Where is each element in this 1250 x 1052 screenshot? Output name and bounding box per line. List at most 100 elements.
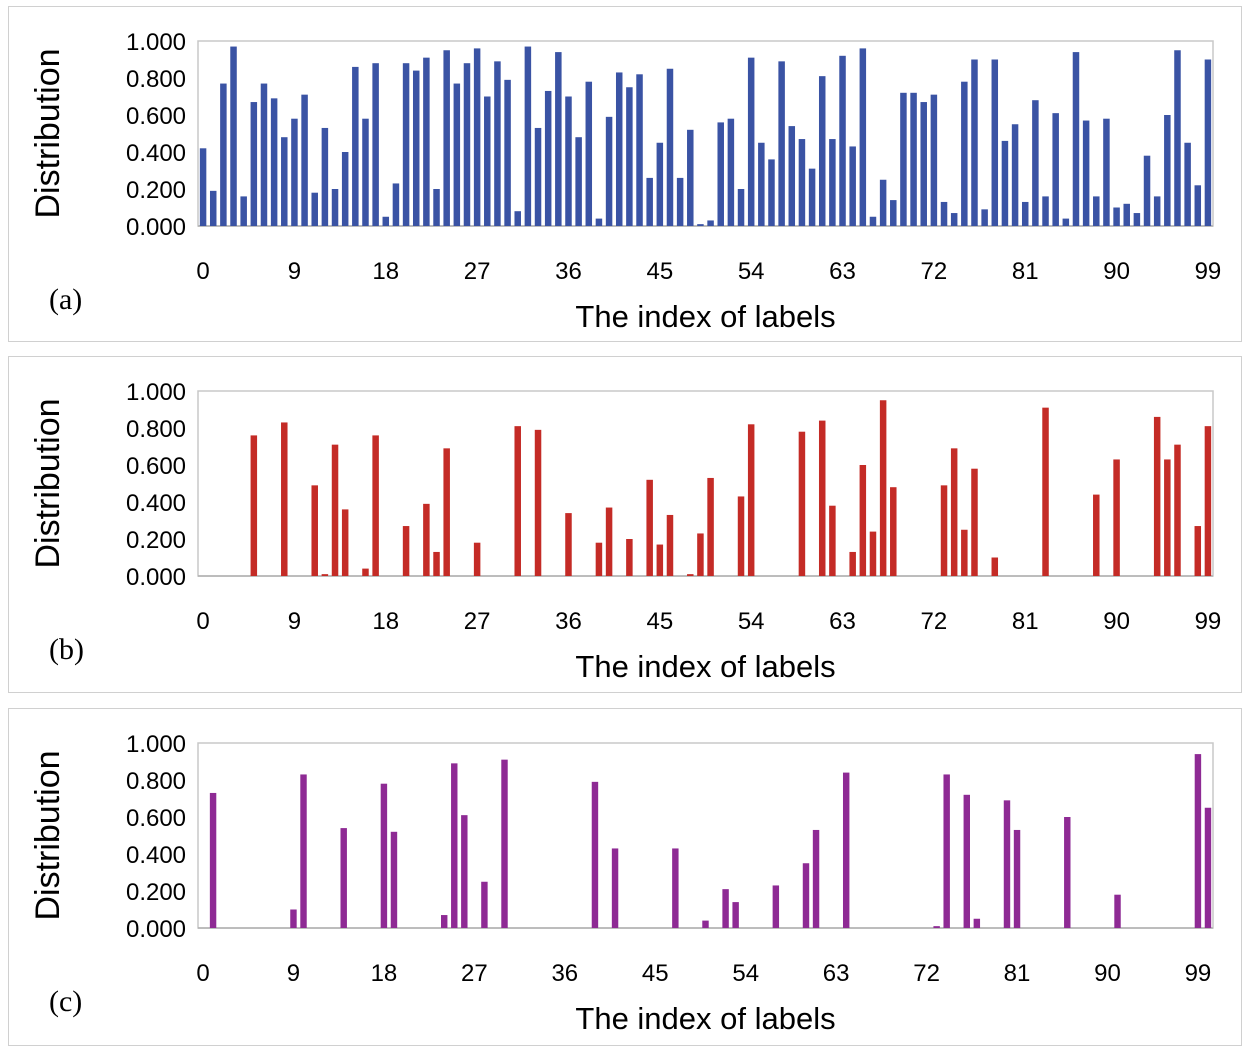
bar-91 [1114, 894, 1121, 928]
x-tick-label: 9 [288, 608, 301, 635]
bar-29 [494, 61, 501, 226]
bar-58 [788, 126, 796, 226]
x-tick-label: 54 [738, 258, 765, 285]
bar-24 [443, 50, 450, 226]
bar-57 [772, 885, 780, 928]
bar-41 [615, 72, 623, 226]
x-tick-label: 81 [1004, 960, 1031, 987]
x-tick-label: 0 [196, 608, 209, 635]
bar-49 [697, 224, 704, 226]
bar-66 [869, 216, 877, 226]
y-tick-label: 1.000 [126, 29, 186, 56]
bar-20 [402, 63, 410, 227]
bar-62 [829, 139, 836, 226]
bar-71 [920, 102, 927, 226]
bar-5 [250, 102, 258, 226]
x-axis-label: The index of labels [575, 1001, 835, 1036]
bar-59 [798, 139, 806, 226]
bar-96 [1174, 50, 1181, 226]
bar-28 [484, 96, 491, 226]
bar-21 [412, 70, 420, 226]
panel-label: (b) [49, 633, 84, 666]
bar-69 [900, 92, 907, 226]
bar-75 [961, 529, 968, 576]
y-tick-label: 0.000 [126, 916, 186, 943]
bar-chart-a: 0.000 0.200 0.400 0.600 0.800 1.000 0 9 18 27 36 45… [29, 29, 1221, 334]
bar-82 [1032, 100, 1039, 226]
bars [250, 400, 1212, 576]
bar-23 [433, 189, 440, 226]
bar-54 [747, 57, 755, 227]
bar-22 [423, 57, 430, 227]
bar-85 [1062, 218, 1070, 226]
x-tick-label: 45 [646, 258, 673, 285]
bar-90 [1113, 459, 1120, 576]
bar-27 [473, 542, 481, 576]
x-tick-label: 81 [1012, 608, 1039, 635]
y-tick-label: 0.800 [126, 416, 186, 443]
x-tick-label: 36 [555, 258, 582, 285]
y-tick-label: 0.600 [126, 103, 186, 130]
bar-15 [352, 66, 359, 227]
bar-18 [380, 783, 388, 928]
y-tick-label: 0.800 [126, 768, 186, 795]
bar-40 [605, 507, 613, 576]
bar-17 [372, 435, 379, 576]
bar-19 [390, 831, 398, 928]
bar-64 [842, 772, 850, 928]
bar-2 [220, 83, 227, 226]
panel-label: (c) [49, 985, 82, 1018]
y-tick-label: 0.600 [126, 805, 186, 832]
bar-97 [1184, 142, 1191, 226]
plot-frame [197, 40, 1214, 227]
bar-35 [555, 52, 562, 226]
bar-12 [321, 127, 329, 226]
bar-99 [1204, 426, 1212, 576]
bar-24 [443, 448, 450, 576]
bar-63 [839, 55, 846, 226]
bar-31 [514, 211, 521, 226]
x-tick-label: 18 [372, 258, 399, 285]
x-tick-label: 90 [1103, 608, 1130, 635]
bar-60 [808, 168, 816, 226]
bar-78 [991, 59, 999, 226]
bar-10 [301, 94, 308, 227]
bar-91 [1123, 203, 1130, 226]
bar-chart-b: 0.000 0.200 0.400 0.600 0.800 1.000 0 9 18 27 36 45… [29, 379, 1222, 684]
bar-89 [1103, 118, 1110, 226]
bar-27 [473, 48, 481, 227]
bar-50 [702, 920, 709, 928]
y-tick-label: 1.000 [126, 379, 186, 406]
bar-76 [971, 59, 978, 226]
y-tick-label: 0.000 [126, 564, 186, 591]
chart-panel-a: 0.000 0.200 0.400 0.600 0.800 1.000 0 9 18 27 36 45… [8, 6, 1242, 342]
bar-87 [1082, 120, 1090, 226]
bar-17 [372, 63, 379, 227]
bar-0 [199, 148, 207, 226]
bar-99 [1194, 754, 1202, 928]
bar-24 [441, 915, 448, 928]
bar-83 [1042, 407, 1049, 576]
x-tick-label: 63 [823, 960, 850, 987]
x-tick-label: 27 [464, 608, 491, 635]
bar-77 [973, 918, 981, 928]
bar-34 [544, 90, 552, 226]
bar-60 [802, 863, 810, 928]
bar-76 [971, 468, 978, 576]
bar-49 [697, 533, 704, 576]
bar-44 [646, 177, 653, 226]
x-tick-label: 99 [1195, 608, 1222, 635]
bar-59 [798, 431, 806, 576]
bar-9 [291, 118, 298, 226]
bar-14 [341, 152, 349, 226]
x-tick-label: 54 [738, 608, 765, 635]
bar-94 [1153, 416, 1161, 576]
bar-52 [722, 889, 729, 928]
bar-55 [758, 142, 765, 226]
bar-77 [981, 209, 988, 226]
bar-73 [933, 926, 940, 928]
bar-39 [591, 781, 599, 928]
x-tick-label: 45 [646, 608, 673, 635]
bar-86 [1064, 817, 1071, 928]
y-axis-label: Distribution [29, 398, 67, 568]
